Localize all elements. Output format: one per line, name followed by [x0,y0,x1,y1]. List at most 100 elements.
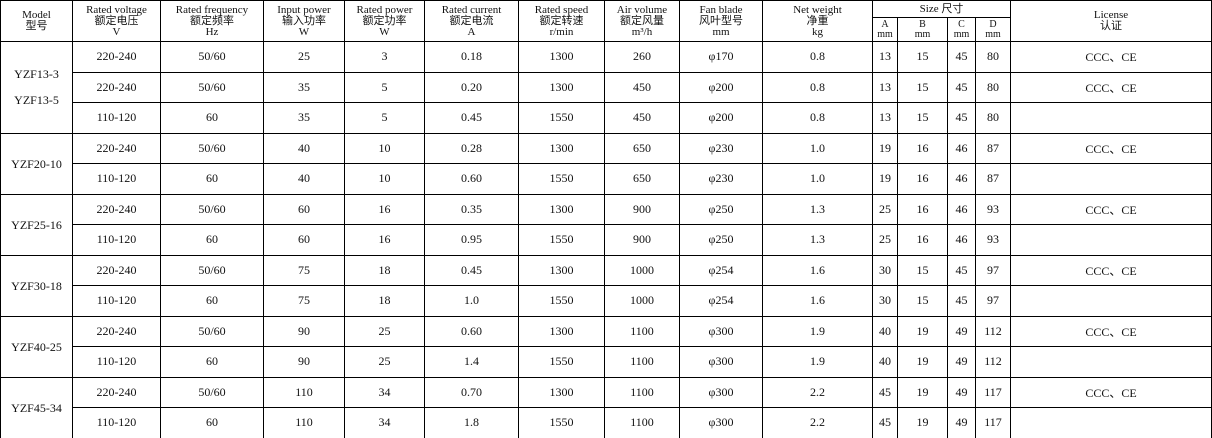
header-line: Rated voltage [86,3,147,16]
data-row: YZF20-10 220-240 50/60 40 10 0.28 1300 650 φ230 1… [0,132,1212,195]
data-cell: 25 [344,315,425,347]
data-cell: 25 [263,41,345,73]
data-cell: φ254 [679,285,763,317]
data-cell: 60 [263,224,345,256]
header-line: m³/h [631,25,653,38]
data-cell: 0.70 [424,376,519,408]
data-cell: 1.0 [762,132,873,164]
header-line: Net weight [793,3,842,16]
header-line: 额定频率 [190,14,234,27]
data-cell: 45 [872,407,898,438]
header-cell: Rated power 额定功率 W [344,0,425,42]
license-cell: CCC、CE [1010,41,1212,73]
header-line: Rated power [356,3,413,16]
header-line: 输入功率 [282,14,326,27]
data-cell: 0.28 [424,132,519,164]
license-cell [1010,346,1212,378]
data-cell: 0.45 [424,102,519,134]
header-line: A [467,25,476,38]
data-cell: 80 [974,41,1012,73]
license-cell: CCC、CE [1010,315,1212,347]
data-cell: 93 [974,193,1012,225]
data-cell: 3 [344,41,425,73]
data-cell: φ170 [679,41,763,73]
header-line: D [989,18,997,30]
data-cell: 1.0 [424,285,519,317]
data-cell: 0.8 [762,102,873,134]
header-line: 额定风量 [620,14,664,27]
data-cell: 0.45 [424,254,519,286]
data-cell: 60 [160,346,264,378]
model-cell: YZF40-25 [0,315,73,378]
data-cell: 112 [974,346,1012,378]
data-cell: 90 [263,346,345,378]
data-cell: 40 [872,346,898,378]
data-cell: φ300 [679,315,763,347]
data-cell: 110 [263,376,345,408]
data-cell: φ300 [679,407,763,438]
license-cell: CCC、CE [1010,132,1212,164]
data-cell: 2.2 [762,376,873,408]
data-cell: 45 [947,254,976,286]
data-cell: 25 [872,193,898,225]
data-cell: 75 [263,285,345,317]
data-cell: 97 [974,285,1012,317]
data-cell: 1550 [518,224,605,256]
data-cell: 5 [344,71,425,103]
license-cell [1010,407,1212,438]
data-row: YZF30-18 220-240 50/60 75 18 0.45 1300 1000 φ254… [0,254,1212,317]
data-cell: 220-240 [72,315,161,347]
size-header: Size 尺寸 [871,0,1012,18]
data-cell: 30 [872,254,898,286]
header-line: 额定功率 [362,14,407,27]
data-cell: 19 [897,346,948,378]
header-line: 额定电流 [449,14,494,27]
header-line: 认证 [1100,20,1123,32]
header-line: Air volume [616,3,668,16]
data-cell: 1000 [604,254,680,286]
data-cell: 1100 [604,346,680,378]
license-cell [1010,285,1212,317]
header-line: 净重 [806,14,829,27]
license-cell [1010,224,1212,256]
data-cell: 110-120 [72,285,161,317]
data-cell: 30 [872,285,898,317]
data-cell: 1300 [518,41,605,73]
data-cell: 220-240 [72,193,161,225]
data-cell: 19 [897,315,948,347]
data-cell: 900 [604,224,680,256]
data-cell: 50/60 [160,315,264,347]
data-cell: 1.8 [424,407,519,438]
header-line: 风叶型号 [699,14,743,27]
data-cell: 117 [974,376,1012,408]
header-cell: Model 型号 [0,0,73,42]
data-cell: 650 [604,132,680,164]
header-line: Model [22,9,51,21]
data-cell: 18 [344,254,425,286]
data-cell: 97 [974,254,1012,286]
data-cell: 50/60 [160,71,264,103]
data-cell: 1300 [518,376,605,408]
header-line: mm [953,28,970,40]
model-line: YZF20-10 [11,156,62,171]
data-cell: 87 [974,132,1012,164]
data-cell: 75 [263,254,345,286]
model-line: YZF30-18 [11,278,62,293]
data-cell: 49 [947,315,976,347]
data-cell: 220-240 [72,254,161,286]
license-cell [1010,163,1212,195]
data-cell: 16 [897,132,948,164]
data-row: 110-120 60 35 5 0.45 1550 450 φ200 0.8 13 15 45 80 [1,102,1212,134]
license-cell: CCC、CE [1010,193,1212,225]
data-cell: 2.2 [762,407,873,438]
data-cell: 1100 [604,407,680,438]
data-cell: 34 [344,376,425,408]
header-line: V [112,25,121,38]
model-cell: YZF20-10 [0,132,73,195]
data-cell: φ250 [679,193,763,225]
